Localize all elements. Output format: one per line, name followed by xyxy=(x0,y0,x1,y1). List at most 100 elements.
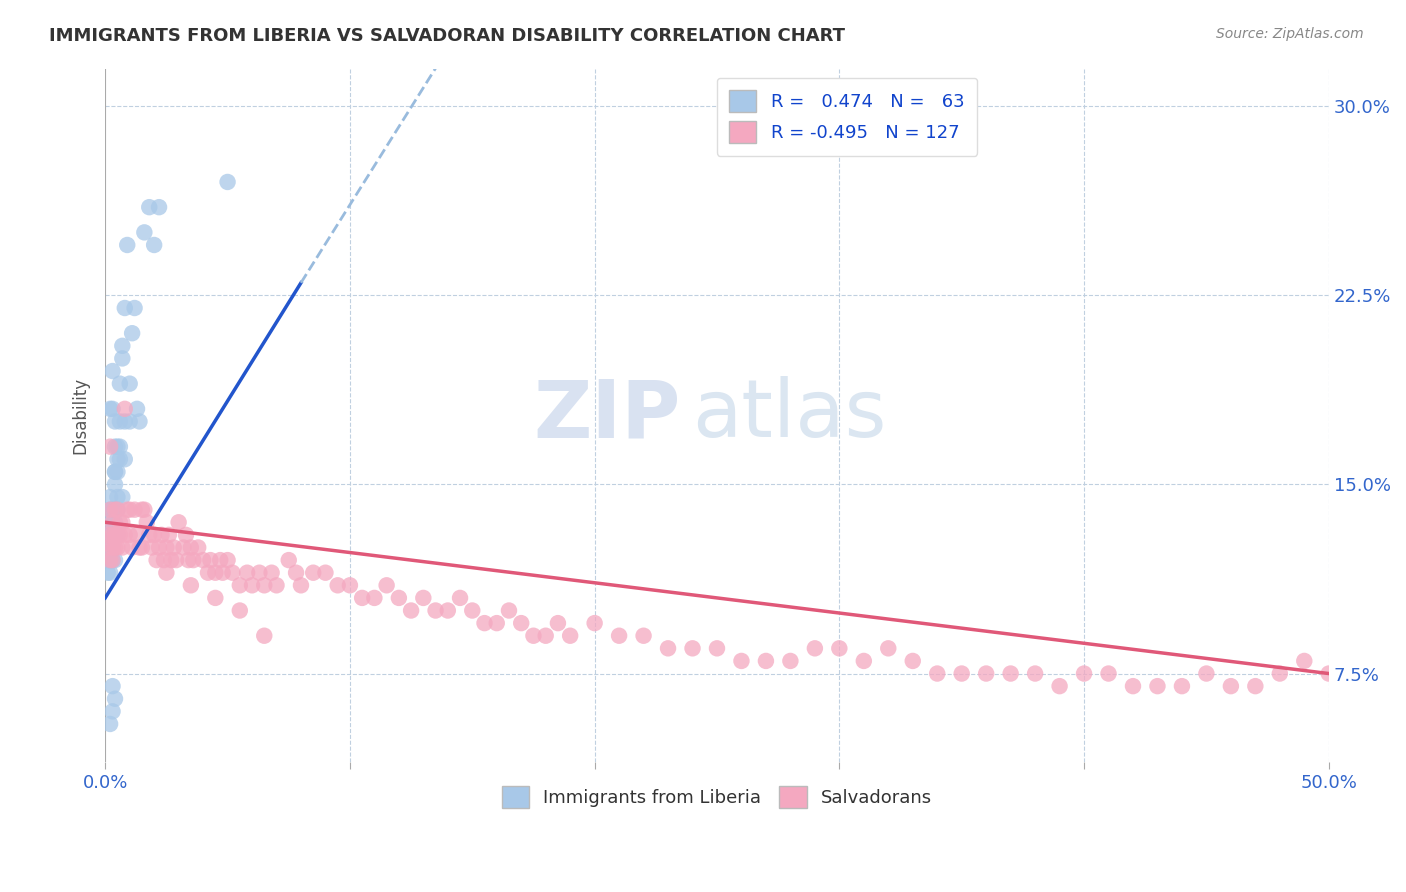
Point xyxy=(209,553,232,567)
Point xyxy=(124,502,146,516)
Point xyxy=(950,666,973,681)
Point xyxy=(108,414,131,428)
Point xyxy=(104,516,127,530)
Point xyxy=(1195,666,1218,681)
Point xyxy=(326,578,349,592)
Point xyxy=(461,603,484,617)
Point xyxy=(125,528,148,542)
Point xyxy=(204,566,226,580)
Point xyxy=(115,502,138,516)
Point xyxy=(98,553,121,567)
Point xyxy=(107,490,129,504)
Point xyxy=(141,541,163,555)
Point xyxy=(98,717,121,731)
Point xyxy=(114,301,136,315)
Point xyxy=(98,541,121,555)
Point xyxy=(927,666,949,681)
Point xyxy=(107,502,129,516)
Point xyxy=(108,376,131,391)
Point xyxy=(138,528,160,542)
Point xyxy=(221,566,243,580)
Point xyxy=(111,490,134,504)
Point xyxy=(104,440,127,454)
Point xyxy=(1146,679,1168,693)
Point xyxy=(174,528,197,542)
Point xyxy=(101,553,124,567)
Point xyxy=(101,541,124,555)
Point xyxy=(111,516,134,530)
Point xyxy=(108,516,131,530)
Point xyxy=(97,553,120,567)
Point xyxy=(253,629,276,643)
Point xyxy=(114,452,136,467)
Point xyxy=(115,238,138,252)
Point xyxy=(260,566,283,580)
Point xyxy=(101,679,124,693)
Point xyxy=(111,339,134,353)
Point xyxy=(160,553,183,567)
Point xyxy=(97,516,120,530)
Point xyxy=(706,641,728,656)
Point xyxy=(425,603,447,617)
Point xyxy=(1317,666,1340,681)
Point xyxy=(143,528,166,542)
Text: Source: ZipAtlas.com: Source: ZipAtlas.com xyxy=(1216,27,1364,41)
Point xyxy=(1122,679,1144,693)
Point xyxy=(104,553,127,567)
Point xyxy=(107,452,129,467)
Point xyxy=(266,578,288,592)
Point xyxy=(901,654,924,668)
Point xyxy=(107,528,129,542)
Point xyxy=(138,200,160,214)
Point xyxy=(155,566,177,580)
Point xyxy=(1268,666,1291,681)
Point xyxy=(607,629,630,643)
Point xyxy=(104,691,127,706)
Point xyxy=(436,603,458,617)
Point xyxy=(363,591,385,605)
Point xyxy=(163,541,186,555)
Point xyxy=(107,440,129,454)
Point xyxy=(125,401,148,416)
Point xyxy=(177,553,200,567)
Point xyxy=(121,541,143,555)
Point xyxy=(101,704,124,718)
Point xyxy=(755,654,778,668)
Point xyxy=(104,502,127,516)
Point xyxy=(804,641,827,656)
Point xyxy=(98,553,121,567)
Point xyxy=(181,553,204,567)
Point xyxy=(314,566,336,580)
Point xyxy=(547,616,569,631)
Point xyxy=(352,591,374,605)
Point xyxy=(98,440,121,454)
Point xyxy=(877,641,900,656)
Point xyxy=(97,566,120,580)
Point xyxy=(98,490,121,504)
Point xyxy=(253,578,276,592)
Point xyxy=(167,516,190,530)
Point xyxy=(157,528,180,542)
Point xyxy=(134,502,156,516)
Y-axis label: Disability: Disability xyxy=(72,376,89,454)
Point xyxy=(187,541,209,555)
Point xyxy=(229,603,252,617)
Point xyxy=(104,541,127,555)
Point xyxy=(104,465,127,479)
Point xyxy=(412,591,434,605)
Point xyxy=(197,566,219,580)
Point xyxy=(98,502,121,516)
Text: IMMIGRANTS FROM LIBERIA VS SALVADORAN DISABILITY CORRELATION CHART: IMMIGRANTS FROM LIBERIA VS SALVADORAN DI… xyxy=(49,27,845,45)
Point xyxy=(98,528,121,542)
Point xyxy=(107,528,129,542)
Point xyxy=(101,541,124,555)
Point xyxy=(204,591,226,605)
Point xyxy=(101,516,124,530)
Point xyxy=(779,654,801,668)
Point xyxy=(485,616,508,631)
Point xyxy=(104,528,127,542)
Point xyxy=(180,578,202,592)
Point xyxy=(108,440,131,454)
Point xyxy=(114,528,136,542)
Point xyxy=(155,541,177,555)
